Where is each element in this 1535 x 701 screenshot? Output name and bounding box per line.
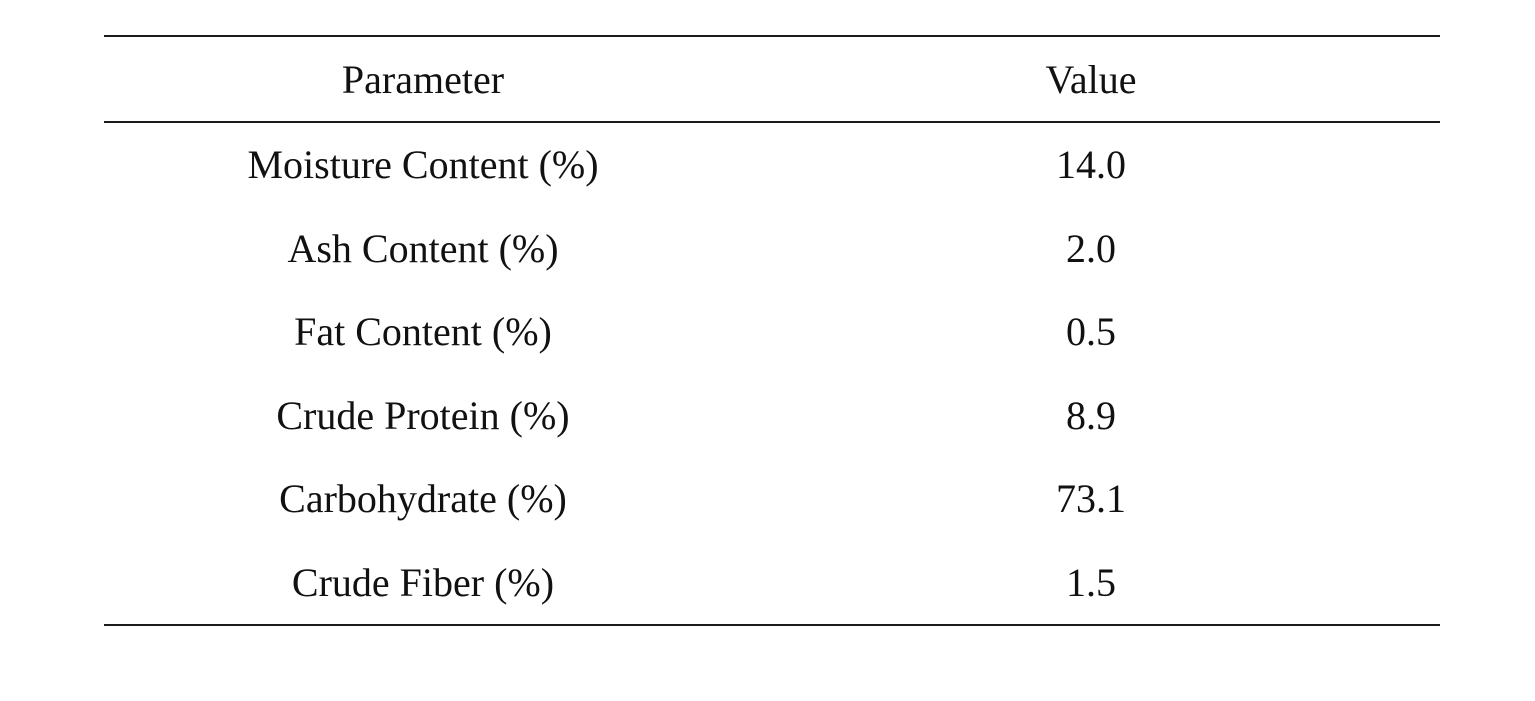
value-cell: 14.0	[1056, 142, 1126, 188]
table-row: Fat Content (%) 0.5	[104, 290, 1440, 374]
value-cell: 0.5	[1066, 309, 1116, 355]
table-row: Crude Protein (%) 8.9	[104, 374, 1440, 458]
table-body: Moisture Content (%) 14.0 Ash Content (%…	[104, 122, 1440, 625]
value-cell: 1.5	[1066, 559, 1116, 605]
composition-table: Parameter Value Moisture Content (%) 14.…	[104, 35, 1440, 626]
header-row: Parameter Value	[104, 36, 1440, 122]
column-header-value: Value	[1045, 56, 1137, 102]
table-row: Crude Fiber (%) 1.5	[104, 541, 1440, 625]
column-header-parameter: Parameter	[341, 56, 505, 102]
table-header: Parameter Value	[104, 36, 1440, 122]
parameter-cell: Crude Protein (%)	[276, 392, 570, 438]
parameter-cell: Crude Fiber (%)	[291, 559, 555, 605]
table-row: Carbohydrate (%) 73.1	[104, 457, 1440, 541]
parameter-cell: Moisture Content (%)	[247, 142, 599, 188]
table-row: Ash Content (%) 2.0	[104, 207, 1440, 291]
value-cell: 2.0	[1066, 225, 1116, 271]
value-cell: 8.9	[1066, 392, 1116, 438]
composition-table-container: Parameter Value Moisture Content (%) 14.…	[104, 35, 1440, 626]
table-row: Moisture Content (%) 14.0	[104, 122, 1440, 207]
parameter-cell: Fat Content (%)	[294, 309, 552, 355]
parameter-cell: Ash Content (%)	[287, 225, 559, 271]
parameter-cell: Carbohydrate (%)	[279, 476, 567, 522]
value-cell: 73.1	[1056, 476, 1126, 522]
